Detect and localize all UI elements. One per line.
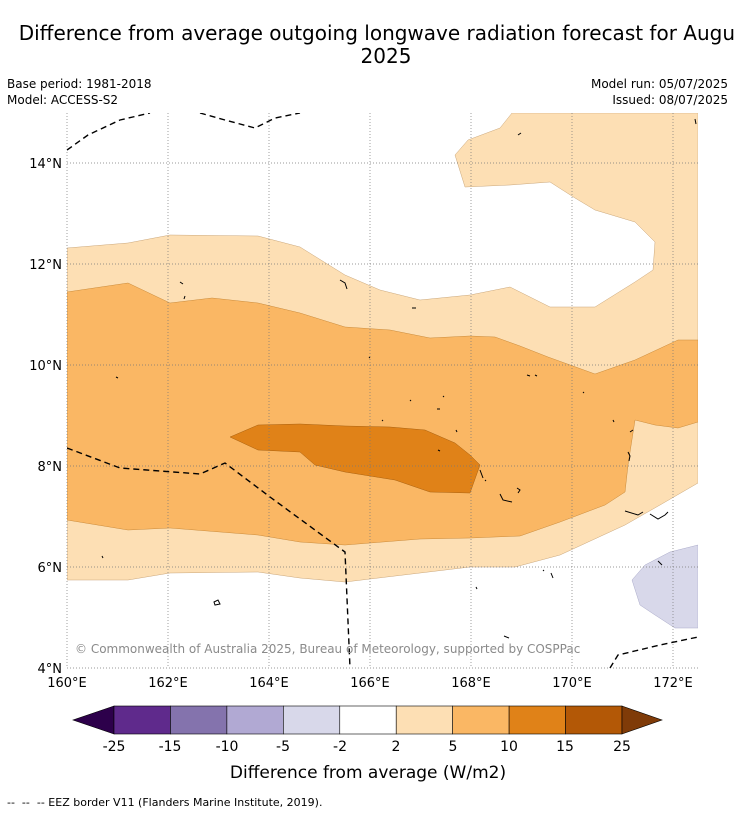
lon-label-168: 168°E <box>451 676 491 691</box>
colorbar-cells <box>72 705 663 735</box>
eez-borders <box>67 113 698 668</box>
islands <box>101 118 697 639</box>
chart-title: Difference from average outgoing longwav… <box>18 21 736 68</box>
colorbar-arrow-low <box>72 705 115 735</box>
colorbar-arrow-high <box>621 705 663 735</box>
lat-label-12: 12°N <box>29 258 62 273</box>
issued-text: Issued: 08/07/2025 <box>612 93 728 107</box>
colorbar-ticks: -25 -15 -10 -5 -2 2 5 10 15 25 <box>103 739 631 755</box>
cbar-tick-25: 25 <box>613 739 631 755</box>
lon-label-166: 166°E <box>350 676 390 691</box>
cbar-tick-minus5: -5 <box>276 739 290 755</box>
lat-label-10: 10°N <box>29 359 62 374</box>
cbar-tick-minus2: -2 <box>333 739 347 755</box>
colorbar-cell <box>113 705 171 735</box>
meta-left: Base period: 1981-2018 Model: ACCESS-S2 <box>7 76 152 108</box>
colorbar-cell <box>170 705 228 735</box>
lon-label-170: 170°E <box>552 676 592 691</box>
colorbar-label: Difference from average (W/m2) <box>230 763 506 783</box>
cbar-tick-minus25: -25 <box>103 739 126 755</box>
lon-label-172: 172°E <box>653 676 693 691</box>
cbar-tick-5: 5 <box>449 739 458 755</box>
contour-minus5-to-minus2 <box>631 544 698 629</box>
lon-label-160: 160°E <box>47 676 87 691</box>
contour-5-to-10 <box>67 282 698 546</box>
eez-footnote: -- -- -- EEZ border V11 (Flanders Marine… <box>7 796 323 809</box>
lat-label-14: 14°N <box>29 157 62 172</box>
lat-axis-labels: 4°N 6°N 8°N 10°N 12°N 14°N <box>29 157 62 677</box>
base-period-text: Base period: 1981-2018 <box>7 77 152 91</box>
meta-right: Model run: 05/07/2025 Issued: 08/07/2025 <box>591 76 728 108</box>
lat-label-4: 4°N <box>38 662 63 677</box>
contour-fills <box>67 113 698 668</box>
cbar-tick-minus10: -10 <box>216 739 239 755</box>
cbar-tick-10: 10 <box>500 739 518 755</box>
colorbar-cell <box>226 705 284 735</box>
copyright-text: © Commonwealth of Australia 2025, Bureau… <box>75 642 580 656</box>
lon-label-162: 162°E <box>148 676 188 691</box>
colorbar-cell <box>452 705 510 735</box>
colorbar-cell <box>339 705 397 735</box>
cbar-tick-15: 15 <box>556 739 574 755</box>
lat-label-6: 6°N <box>38 561 63 576</box>
contour-10-to-15 <box>229 423 481 494</box>
colorbar: -25 -15 -10 -5 -2 2 5 10 15 25 Differenc… <box>72 705 663 783</box>
gridlines <box>66 113 698 669</box>
colorbar-cell <box>395 705 453 735</box>
colorbar-cell <box>283 705 341 735</box>
cbar-tick-2: 2 <box>392 739 401 755</box>
model-run-text: Model run: 05/07/2025 <box>590 77 728 91</box>
colorbar-cell <box>565 705 623 735</box>
lat-label-8: 8°N <box>38 460 63 475</box>
cbar-tick-minus15: -15 <box>159 739 182 755</box>
model-text: Model: ACCESS-S2 <box>7 93 119 107</box>
lon-axis-labels: 160°E 162°E 164°E 166°E 168°E 170°E 172°… <box>47 676 693 691</box>
colorbar-cell <box>508 705 566 735</box>
lon-label-164: 164°E <box>249 676 289 691</box>
